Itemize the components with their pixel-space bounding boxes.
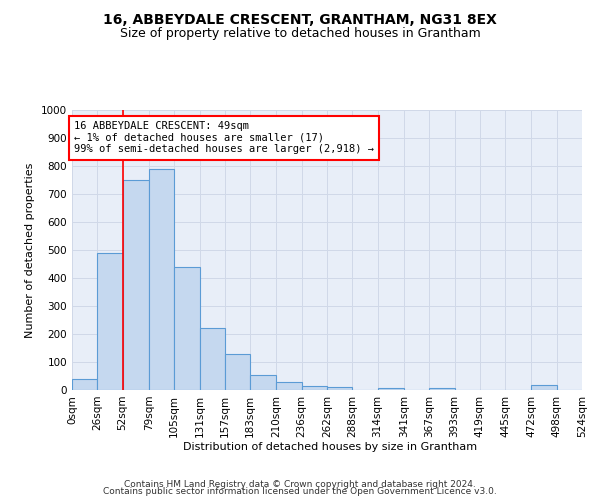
Bar [122,180,149,390]
Text: Contains public sector information licensed under the Open Government Licence v3: Contains public sector information licen… [103,488,497,496]
Bar [302,386,327,390]
Bar [429,388,455,390]
Text: Contains HM Land Registry data © Crown copyright and database right 2024.: Contains HM Land Registry data © Crown c… [124,480,476,489]
Y-axis label: Number of detached properties: Number of detached properties [25,162,35,338]
Bar [97,253,122,390]
Bar [327,387,352,390]
Text: 16 ABBEYDALE CRESCENT: 49sqm
← 1% of detached houses are smaller (17)
99% of sem: 16 ABBEYDALE CRESCENT: 49sqm ← 1% of det… [74,121,374,154]
Bar [532,385,557,390]
Bar [250,376,277,390]
Text: Distribution of detached houses by size in Grantham: Distribution of detached houses by size … [183,442,477,452]
Bar [72,379,97,390]
Bar [199,328,225,390]
Bar [149,169,174,390]
Bar [377,388,404,390]
Text: Size of property relative to detached houses in Grantham: Size of property relative to detached ho… [119,28,481,40]
Bar [277,382,302,390]
Text: 16, ABBEYDALE CRESCENT, GRANTHAM, NG31 8EX: 16, ABBEYDALE CRESCENT, GRANTHAM, NG31 8… [103,12,497,26]
Bar [225,354,250,390]
Bar [174,268,200,390]
